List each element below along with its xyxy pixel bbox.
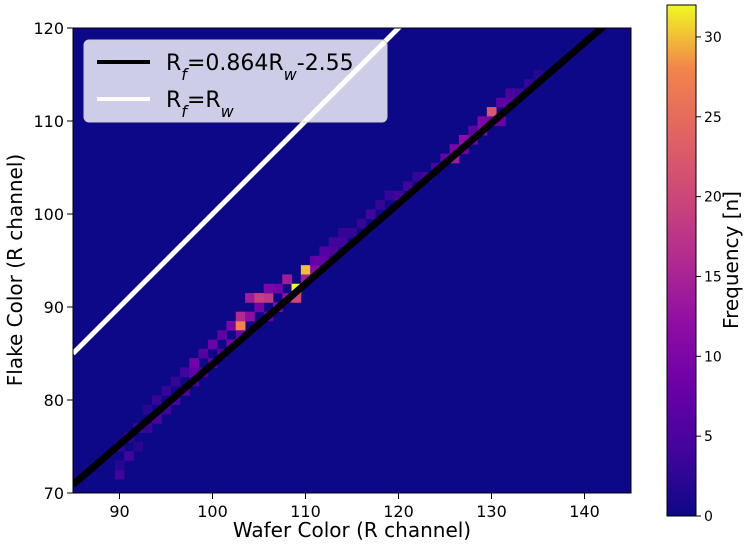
colorbar-tick-label: 30 (704, 30, 722, 46)
heatmap-cell (458, 134, 469, 145)
heatmap-cell (235, 330, 246, 340)
colorbar-label: Frequency [n] (719, 191, 743, 329)
heatmap-cell (170, 376, 181, 387)
heatmap-cell (245, 311, 255, 322)
y-tick-label: 90 (44, 298, 64, 317)
heatmap-cell (161, 386, 172, 396)
heatmap-cell (179, 367, 190, 378)
y-tick-label: 110 (33, 112, 64, 131)
heatmap-cell (272, 283, 283, 294)
heatmap-cell (114, 469, 125, 480)
heatmap-cell (142, 423, 153, 433)
heatmap-cell (124, 451, 134, 461)
colorbar-tick-label: 15 (704, 269, 722, 285)
heatmap-cell (310, 255, 320, 266)
heatmap-cell (142, 404, 153, 415)
colorbar-tick-label: 10 (704, 349, 722, 365)
colorbar (666, 4, 697, 517)
heatmap-cell (328, 237, 339, 247)
x-tick-label: 130 (476, 502, 507, 521)
y-tick-label: 100 (33, 205, 64, 224)
heatmap-cell (328, 246, 339, 257)
colorbar-tick-label: 20 (704, 190, 722, 206)
colorbar-tick-label: 0 (704, 509, 713, 525)
colorbar-ticks: 0 5 10 15 20 25 30 (696, 30, 722, 525)
heatmap-cell (375, 200, 385, 210)
plot-frame (72, 27, 632, 494)
x-axis-ticks: 90 100 110 120 130 140 (109, 493, 600, 521)
colorbar-tick-label: 5 (704, 429, 713, 445)
heatmap-cell (496, 116, 506, 127)
heatmap-cell (217, 330, 227, 340)
x-tick-label: 100 (197, 502, 228, 521)
heatmap-cell (393, 190, 404, 201)
heatmap-cell (263, 293, 274, 303)
heatmap-cell (524, 79, 534, 89)
heatmap-cell (356, 218, 367, 229)
heatmap-cell (449, 144, 460, 154)
heatmap-cell (486, 107, 497, 117)
legend: Rf=0.864Rw-2.55 Rf=Rw (83, 39, 388, 123)
heatmap-cell (365, 209, 376, 220)
heatmap-cell (254, 302, 265, 313)
heatmap-cell (347, 227, 358, 238)
colorbar-tick-label: 25 (704, 110, 722, 126)
heatmap-cell (114, 460, 125, 471)
x-tick-label: 110 (290, 502, 321, 521)
heatmap-cell (189, 367, 199, 378)
heatmap-cell (468, 125, 478, 136)
fit-line (73, 28, 607, 488)
legend-box (83, 39, 388, 123)
heatmap-cell (300, 265, 311, 275)
heatmap-cell (152, 413, 162, 424)
y-axis-ticks: 70 80 90 100 110 120 (33, 19, 73, 503)
y-tick-label: 120 (33, 19, 64, 38)
y-axis-label: Flake Color (R channel) (3, 154, 27, 386)
heatmap-cell (533, 69, 544, 80)
heatmap-cell (235, 320, 246, 331)
heatmap-cell (226, 320, 237, 331)
x-tick-label: 90 (109, 502, 129, 521)
heatmap-cell (133, 441, 144, 452)
heatmap-cell (440, 153, 451, 164)
heatmap-cell (338, 227, 348, 238)
heatmap-cell (207, 339, 218, 350)
heatmap-cell (152, 395, 162, 406)
heatmap-cell (338, 237, 348, 247)
y-tick-label: 80 (44, 391, 64, 410)
x-axis-label: Wafer Color (R channel) (233, 518, 471, 542)
heatmap-cell (319, 255, 330, 266)
x-tick-label: 120 (383, 502, 414, 521)
heatmap-cell (477, 116, 488, 127)
heatmap-cell (319, 246, 330, 257)
heatmap-cell (189, 358, 199, 368)
heatmap-cell (403, 181, 413, 192)
heatmap-cell (514, 88, 525, 99)
heatmap-cell (505, 88, 516, 99)
heatmap-cell (254, 293, 265, 303)
heatmap-cell (496, 97, 506, 108)
x-tick-label: 140 (569, 502, 600, 521)
heatmap-cell (198, 348, 209, 359)
heatmap-cell (245, 293, 255, 303)
heatmap-cell (161, 404, 172, 415)
heatmap-cell (263, 283, 274, 294)
y-tick-label: 70 (44, 484, 64, 503)
heatmap-cell (412, 172, 423, 182)
heatmap-cell (384, 190, 395, 201)
heatmap-cell (291, 293, 302, 303)
heatmap-cell (282, 274, 292, 285)
heatmap-cell (235, 311, 246, 322)
heatmap-cell (310, 265, 320, 275)
